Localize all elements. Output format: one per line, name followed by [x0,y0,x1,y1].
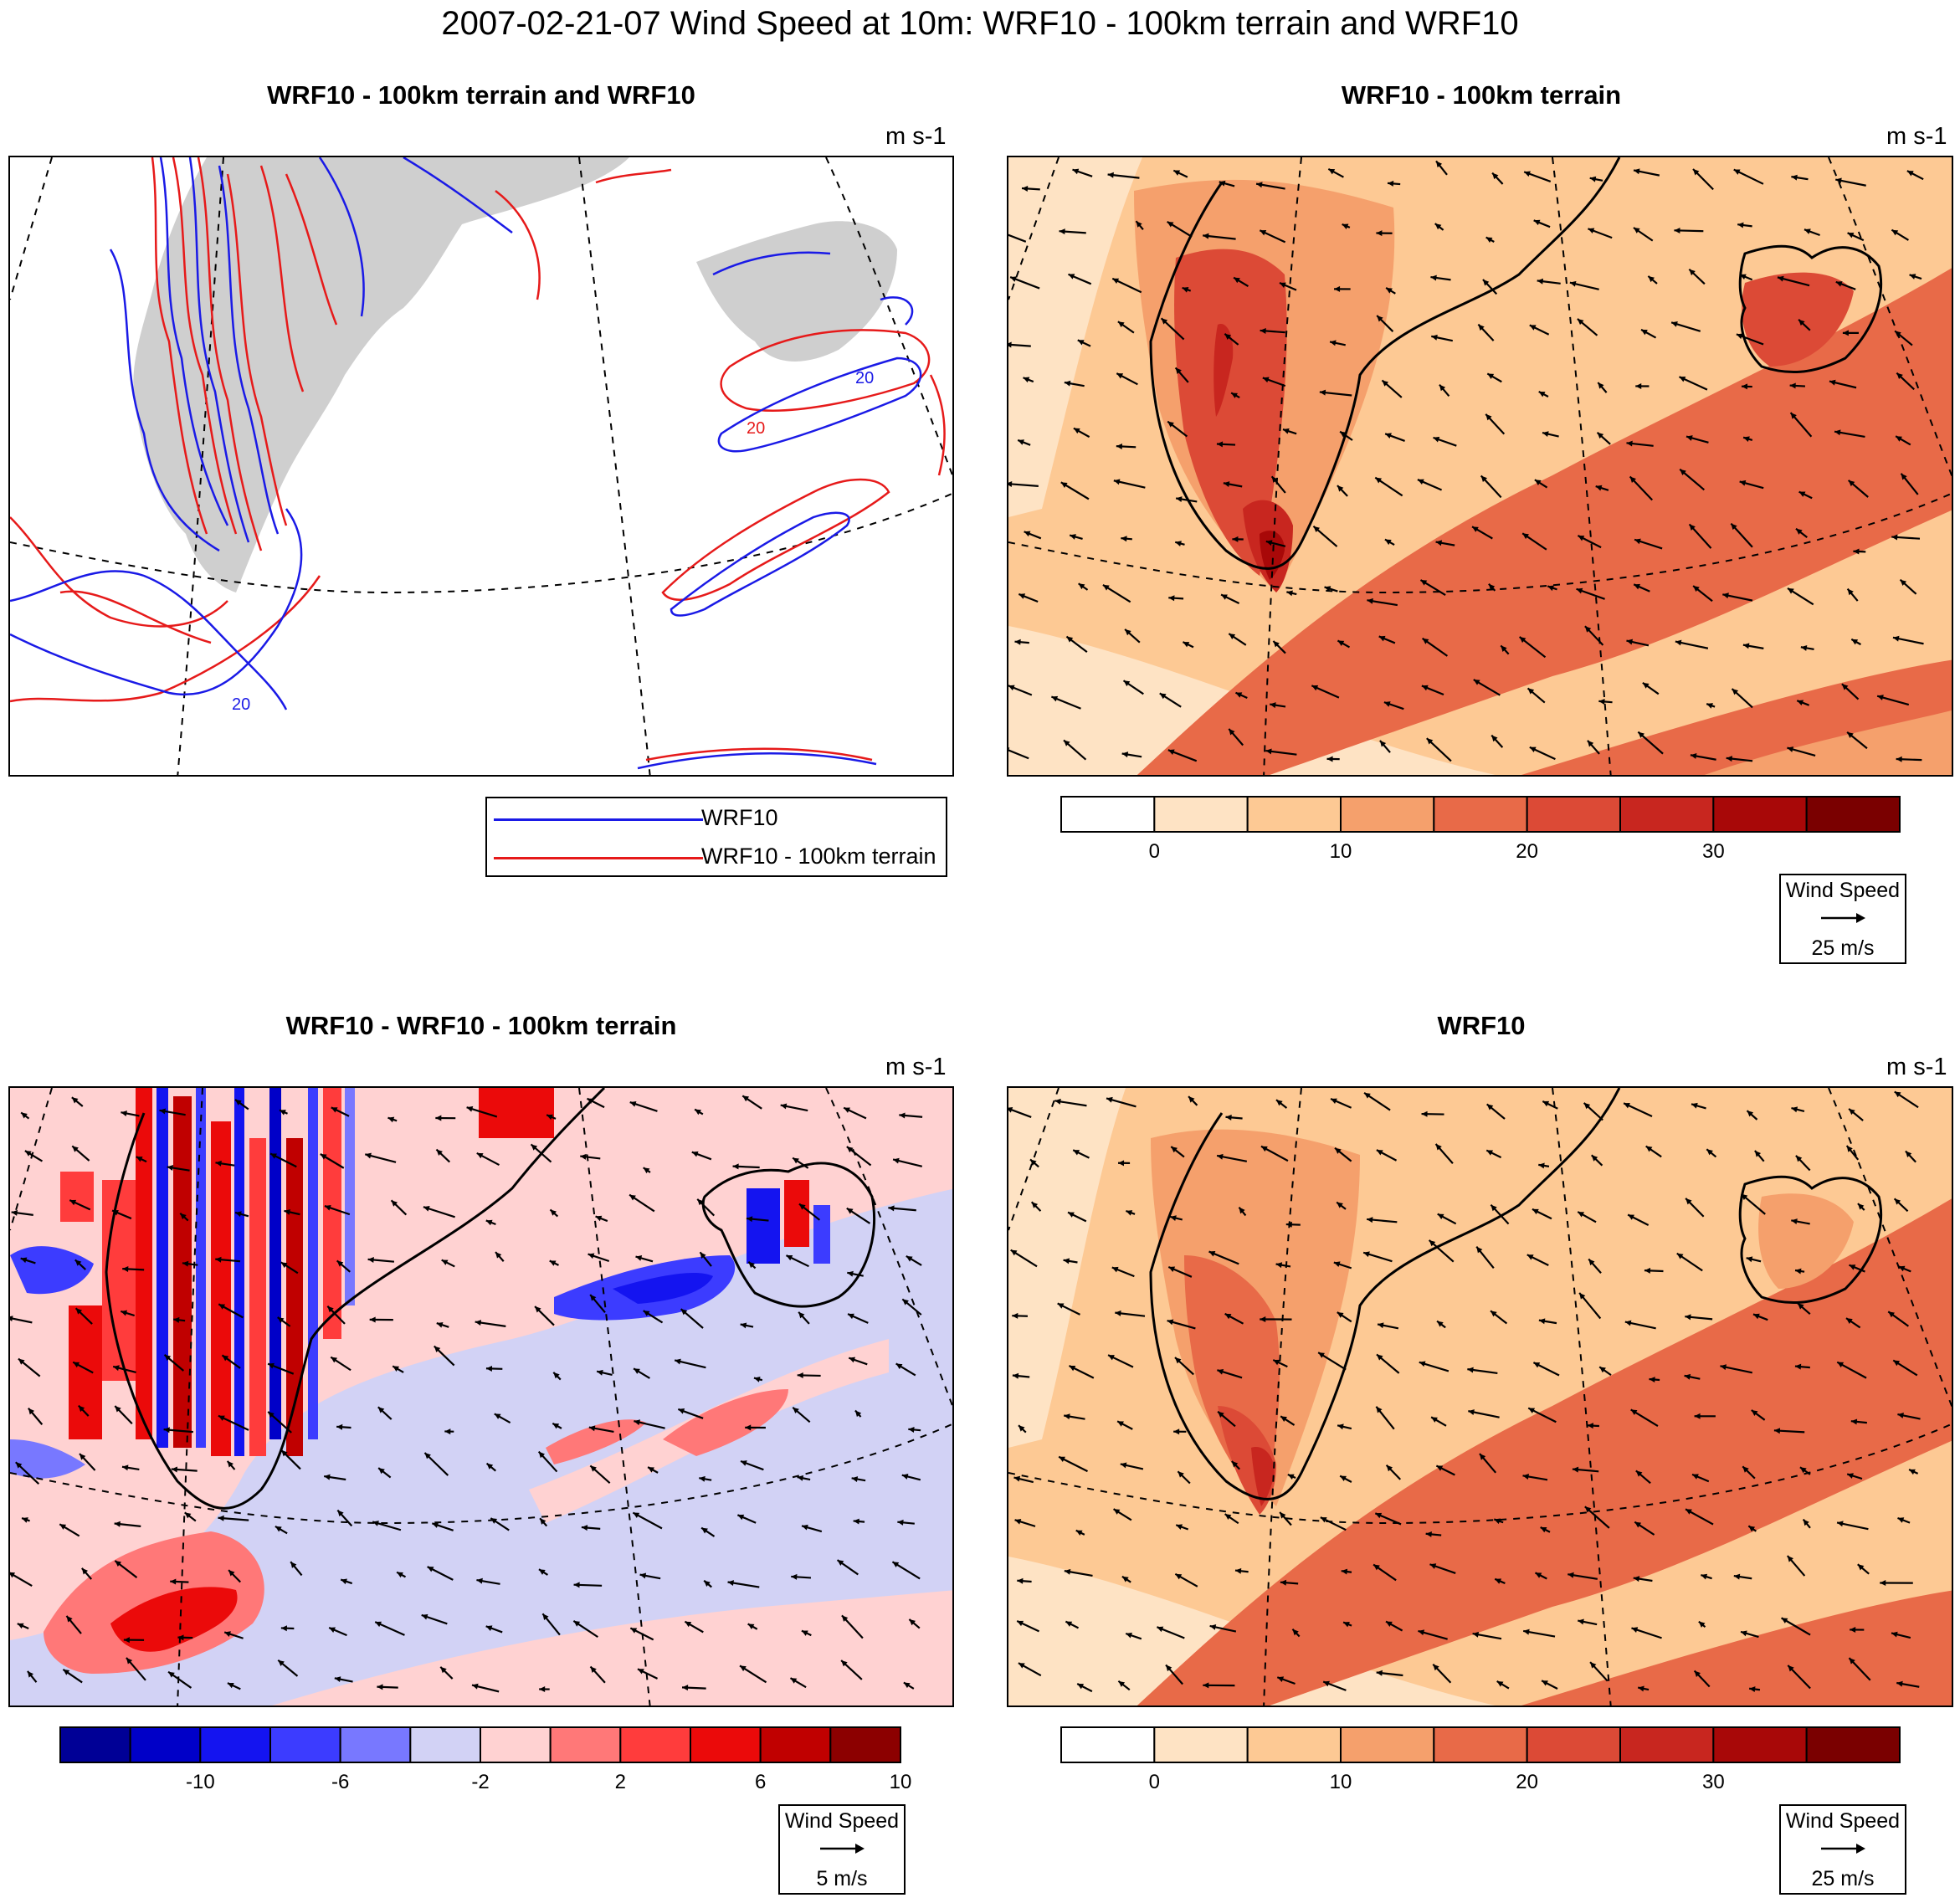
wrf10-100km-map-svg [1008,157,1953,777]
legend-label-wrf10-100km: WRF10 - 100km terrain [701,844,936,869]
vector-ref-label: 25 m/s [1781,936,1905,961]
contour-panel-units: m s-1 [885,123,947,151]
wrf10-100km-vector-ref: Wind Speed 25 m/s [1779,874,1906,964]
colorbar-swatch [1807,1727,1900,1762]
wrf10-100km-colorbar: 0 10 20 30 [1061,797,1900,832]
vector-ref-arrow-icon [818,1843,865,1854]
difference-panel-units: m s-1 [885,1054,947,1081]
colorbar-swatch [1248,1727,1341,1762]
colorbar-tick-label: 0 [1149,840,1160,864]
wrf10-100km-panel-units: m s-1 [1886,123,1947,151]
colorbar-swatch [410,1727,480,1762]
wrf10-panel-title: WRF10 [1004,1011,1958,1041]
legend-line-wrf10-100km [494,857,703,859]
contour-legend: WRF10 WRF10 - 100km terrain [485,797,947,877]
colorbar-swatch [1434,1727,1526,1762]
wrf10-map-svg [1008,1088,1953,1707]
vector-ref-arrow-icon [1819,912,1866,924]
colorbar-swatch [1527,797,1620,832]
contour-label-20-a: 20 [747,419,765,438]
vector-ref-title: Wind Speed [1781,1809,1905,1834]
difference-map [8,1086,954,1707]
colorbar-swatch [200,1727,270,1762]
colorbar-swatch [1807,797,1900,832]
colorbar-swatch [1434,797,1526,832]
colorbar-tick-label: -10 [186,1771,215,1794]
colorbar-swatch [1620,797,1713,832]
colorbar-swatch [1154,1727,1247,1762]
legend-line-wrf10 [494,818,703,821]
colorbar-tick-label: 10 [890,1771,912,1794]
difference-colorbar: -10 -6 -2 2 6 10 [60,1727,900,1762]
colorbar-swatch [1248,797,1341,832]
wrf10-vector-ref: Wind Speed 25 m/s [1779,1804,1906,1895]
colorbar-swatch [60,1727,131,1762]
wrf10-colorbar: 0 10 20 30 [1061,1727,1900,1762]
colorbar-swatch [1154,797,1247,832]
colorbar-swatch [480,1727,551,1762]
colorbar-tick-label: 30 [1702,840,1725,864]
vector-ref-arrow-icon [1819,1843,1866,1854]
wrf10-panel-units: m s-1 [1886,1054,1947,1081]
colorbar-swatch [620,1727,690,1762]
colorbar-swatch [551,1727,621,1762]
colorbar-swatch [1527,1727,1620,1762]
wrf10-colorbar-svg [1061,1727,1900,1762]
colorbar-tick-label: 10 [1330,1771,1352,1794]
wrf10-100km-panel-title: WRF10 - 100km terrain [1004,80,1958,110]
colorbar-swatch [1061,797,1154,832]
difference-map-svg [10,1088,954,1707]
colorbar-swatch [1620,1727,1713,1762]
legend-item-wrf10-100km: WRF10 - 100km terrain [487,839,946,875]
page-title: 2007-02-21-07 Wind Speed at 10m: WRF10 -… [0,5,1960,43]
wrf10-100km-colorbar-svg [1061,797,1900,832]
colorbar-tick-label: 0 [1149,1771,1160,1794]
wrf10-map [1007,1086,1953,1707]
colorbar-tick-label: 20 [1516,840,1538,864]
colorbar-tick-label: 10 [1330,840,1352,864]
colorbar-tick-label: -6 [331,1771,349,1794]
contour-map-svg: 20 20 20 [10,157,954,777]
colorbar-swatch [1341,797,1434,832]
colorbar-swatch [1713,1727,1806,1762]
colorbar-tick-label: 20 [1516,1771,1538,1794]
legend-label-wrf10: WRF10 [701,805,778,831]
colorbar-swatch [1061,1727,1154,1762]
contour-map: 20 20 20 [8,156,954,777]
contour-label-20-b: 20 [232,695,250,714]
difference-panel-title: WRF10 - WRF10 - 100km terrain [0,1011,962,1041]
colorbar-swatch [270,1727,341,1762]
wrf10-100km-map [1007,156,1953,777]
contour-panel-title: WRF10 - 100km terrain and WRF10 [0,80,962,110]
colorbar-swatch [830,1727,900,1762]
colorbar-swatch [761,1727,831,1762]
vector-ref-label: 25 m/s [1781,1867,1905,1891]
colorbar-tick-label: 6 [755,1771,766,1794]
difference-colorbar-svg [60,1727,900,1762]
vector-ref-label: 5 m/s [780,1867,904,1891]
colorbar-swatch [690,1727,761,1762]
colorbar-swatch [1341,1727,1434,1762]
vector-ref-title: Wind Speed [1781,879,1905,903]
vector-ref-title: Wind Speed [780,1809,904,1834]
colorbar-tick-label: 2 [615,1771,626,1794]
colorbar-swatch [341,1727,411,1762]
difference-vector-ref: Wind Speed 5 m/s [778,1804,906,1895]
colorbar-tick-label: -2 [471,1771,489,1794]
colorbar-tick-label: 30 [1702,1771,1725,1794]
contour-label-20-c: 20 [855,369,874,387]
colorbar-swatch [1713,797,1806,832]
legend-item-wrf10: WRF10 [487,800,946,837]
colorbar-swatch [131,1727,201,1762]
land-shade-finland [696,221,897,362]
